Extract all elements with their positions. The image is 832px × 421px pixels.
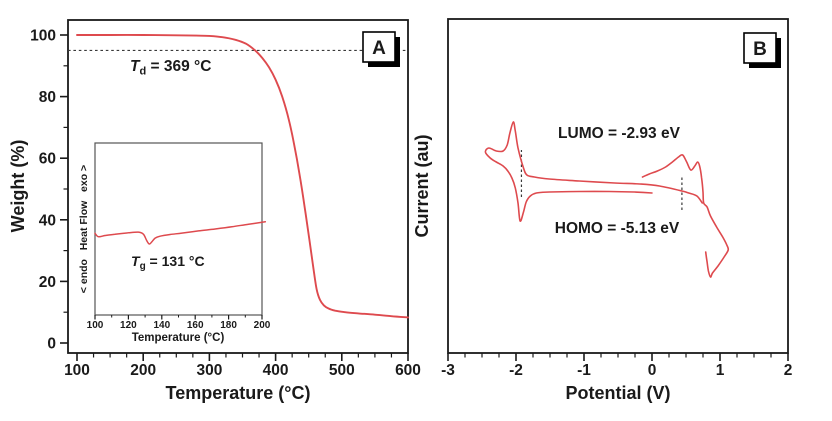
tick-label: 200 xyxy=(130,362,156,379)
panel-b-frame xyxy=(447,18,789,354)
tick-label: 160 xyxy=(187,320,204,331)
tick-label: 80 xyxy=(39,89,56,106)
inset-ticks: 100 120 140 160 180 200 xyxy=(87,315,271,331)
tick-label: -3 xyxy=(441,362,455,379)
panel-a-ticks: 100 200 300 400 500 600 0 20 40 60 80 100 xyxy=(30,28,421,380)
panel-b-xaxis-title: Potential (V) xyxy=(565,383,670,403)
tick-label: -1 xyxy=(577,362,591,379)
dsc-inset: 100 120 140 160 180 200 Temperature (°C) < en… xyxy=(78,142,271,344)
tick-label: 180 xyxy=(220,320,237,331)
homo-annotation: HOMO = -5.13 eV xyxy=(555,220,680,237)
tick-label: 120 xyxy=(120,320,137,331)
panel-b-badge: B xyxy=(743,32,781,68)
badge-b-letter: B xyxy=(753,39,767,60)
td-annotation: Td = 369 °C xyxy=(130,58,211,78)
tick-label: 500 xyxy=(329,362,355,379)
lumo-annotation: LUMO = -2.93 eV xyxy=(558,125,681,142)
onset-dashed-lines xyxy=(520,150,683,210)
tga-curve xyxy=(76,34,409,319)
panel-b: -3 -2 -1 0 1 2 Potential (V) Current (au) LUM… xyxy=(412,18,792,403)
tg-annotation: Tg = 131 °C xyxy=(131,253,205,272)
inset-frame xyxy=(94,142,263,316)
panel-b-ticks: -3 -2 -1 0 1 2 xyxy=(441,353,792,379)
dsc-curve xyxy=(94,221,267,245)
panel-a: 100 200 300 400 500 600 0 20 40 60 80 100 Temperatu… xyxy=(8,19,421,403)
cv-reduction-curve xyxy=(484,121,704,222)
tick-label: 40 xyxy=(39,212,56,229)
panel-a-frame xyxy=(67,19,409,354)
tick-label: 140 xyxy=(153,320,170,331)
panel-a-xaxis-title: Temperature (°C) xyxy=(166,383,311,403)
tick-label: 0 xyxy=(47,336,56,353)
tick-label: 200 xyxy=(254,320,271,331)
inset-xaxis-title: Temperature (°C) xyxy=(132,332,225,344)
tick-label: 20 xyxy=(39,274,56,291)
tick-label: 100 xyxy=(64,362,90,379)
tick-label: 60 xyxy=(39,151,56,168)
tick-label: 300 xyxy=(196,362,222,379)
cv-oxidation-curve xyxy=(641,154,730,278)
tick-label: 2 xyxy=(784,362,793,379)
panel-a-yaxis-title: Weight (%) xyxy=(8,140,28,233)
tick-label: 100 xyxy=(87,320,104,331)
tick-label: 400 xyxy=(263,362,289,379)
tick-label: 0 xyxy=(648,362,657,379)
badge-b-box xyxy=(743,32,777,64)
tick-label: -2 xyxy=(509,362,523,379)
tick-label: 1 xyxy=(716,362,725,379)
badge-a-box xyxy=(362,31,396,63)
tick-label: 600 xyxy=(395,362,421,379)
panel-b-yaxis-title: Current (au) xyxy=(412,134,432,237)
inset-yaxis-title: < endo Heat Flow exo > xyxy=(78,165,90,293)
badge-a-letter: A xyxy=(372,38,386,59)
panel-a-badge: A xyxy=(362,31,400,67)
tick-label: 100 xyxy=(30,28,56,45)
